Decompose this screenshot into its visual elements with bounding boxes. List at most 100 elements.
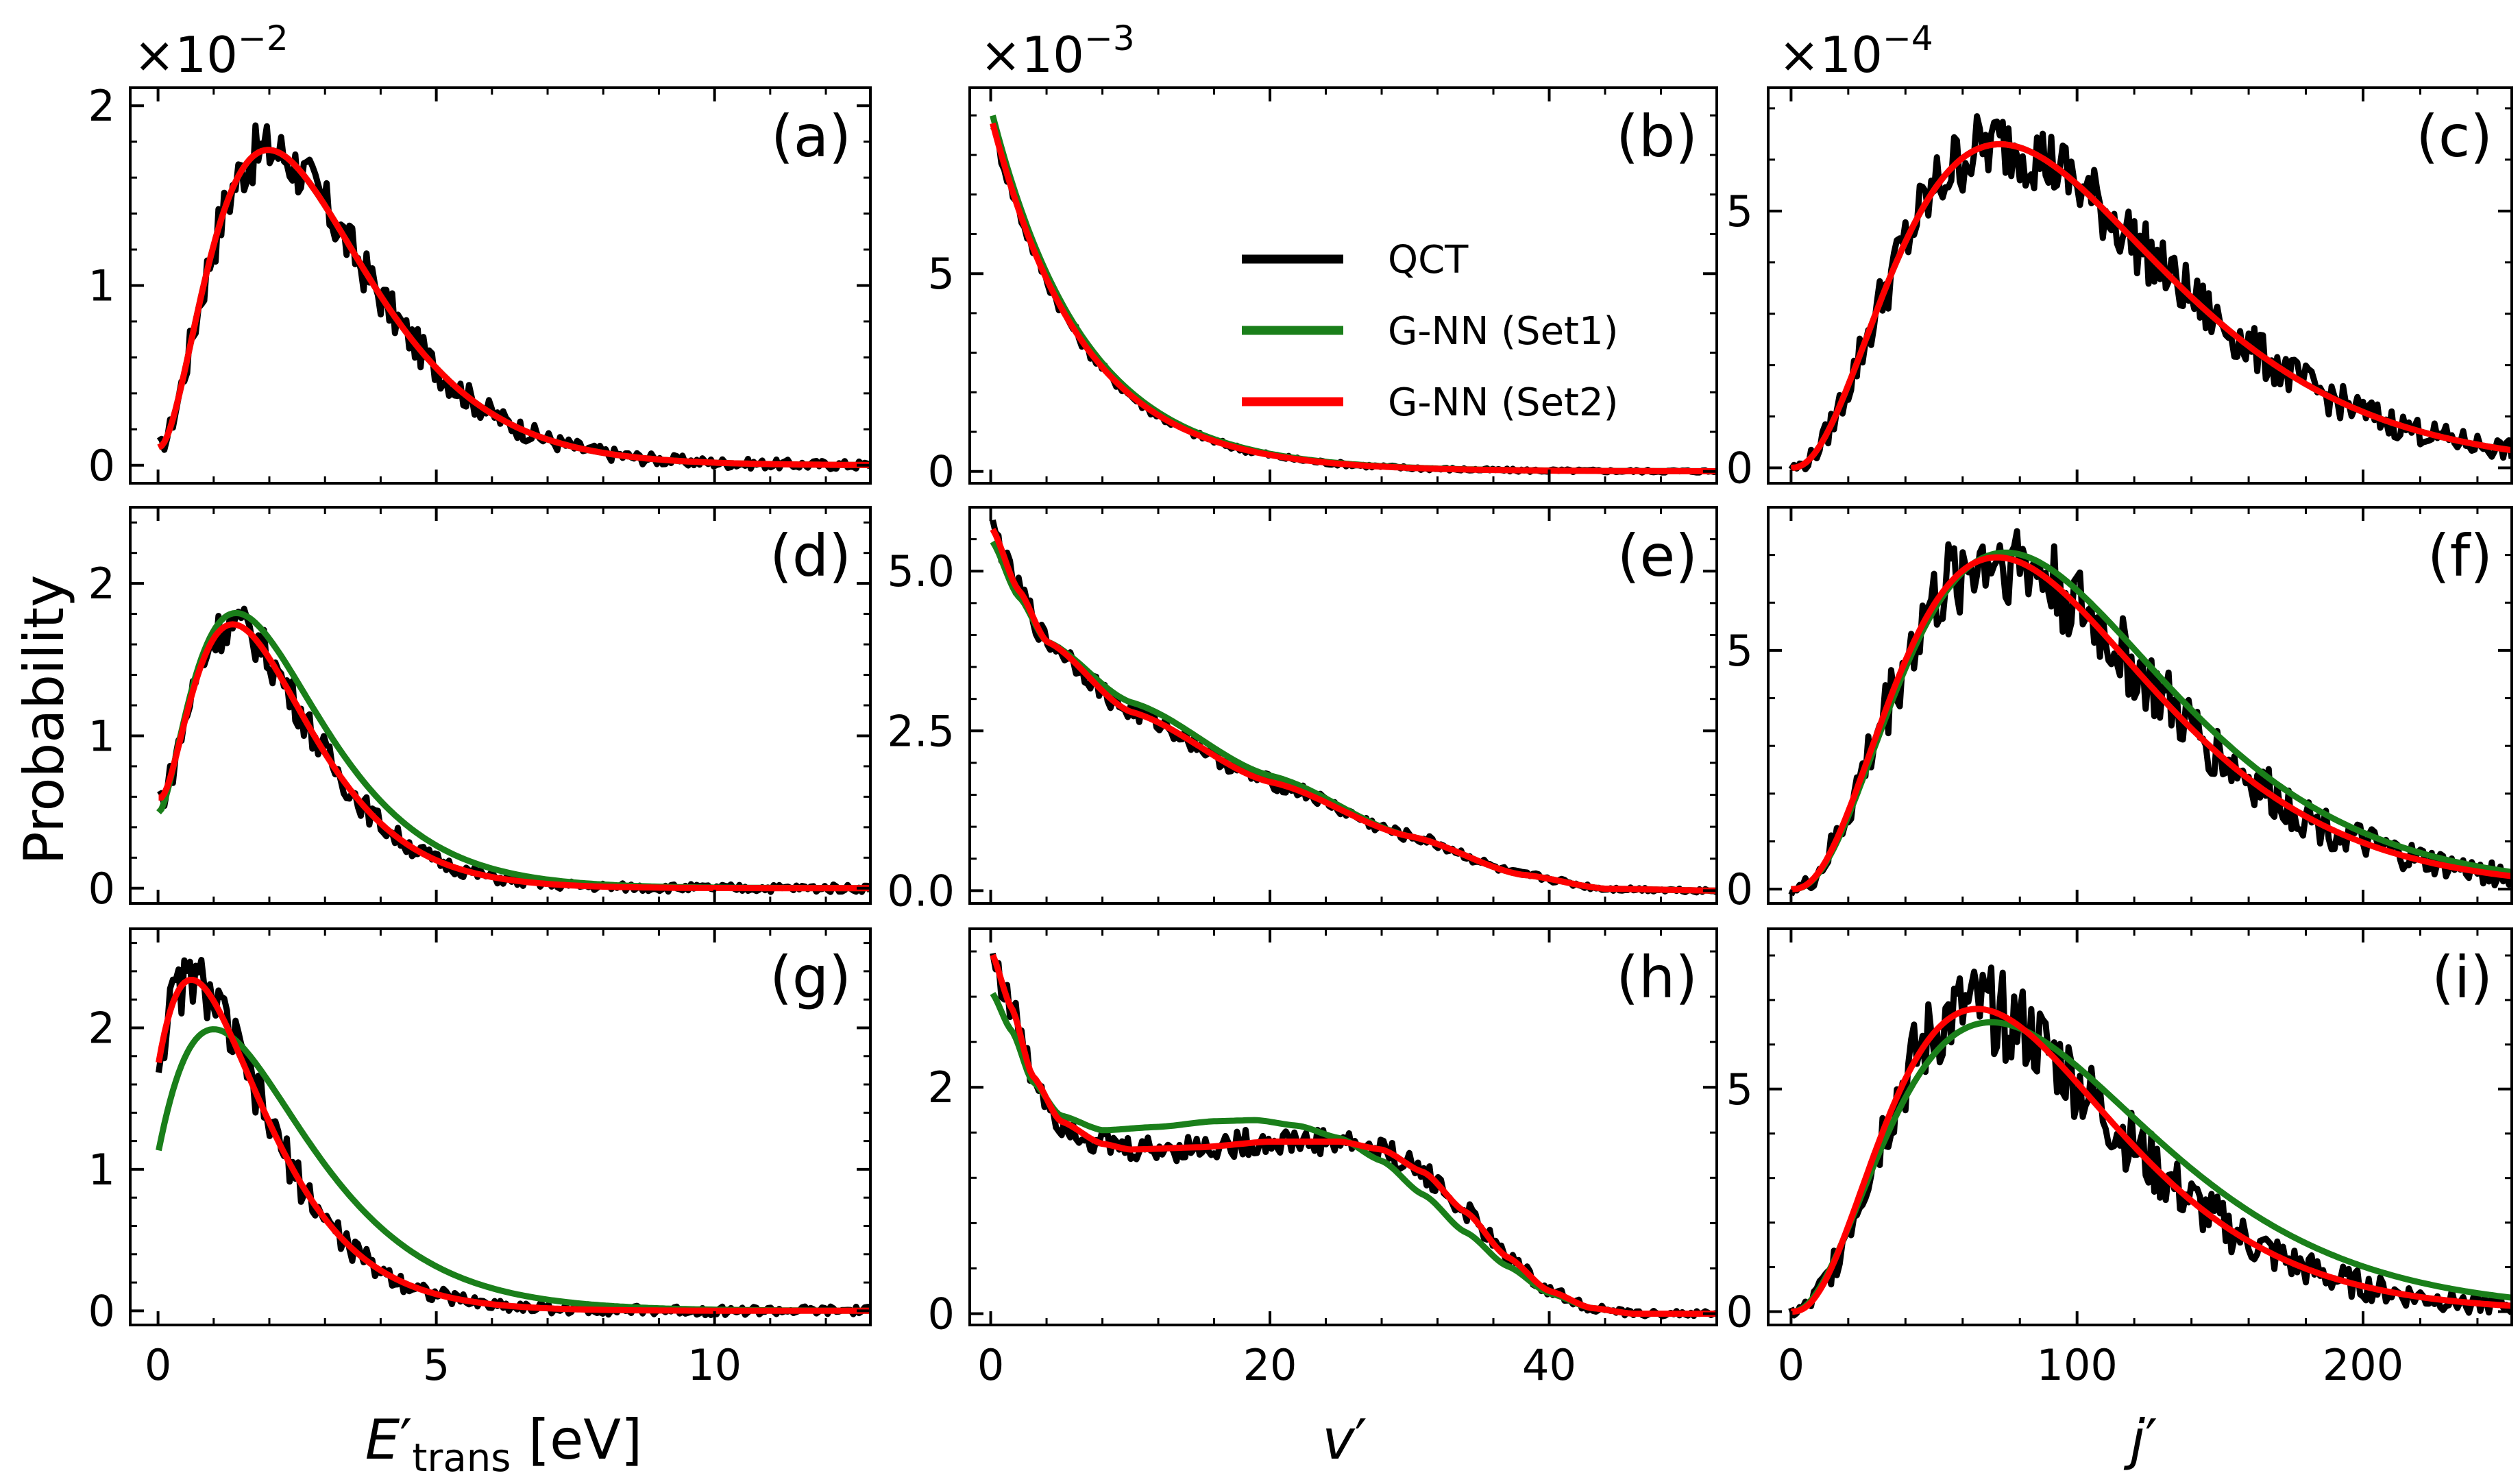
y-tick-label: 5: [1726, 1065, 1753, 1115]
series-group: [156, 957, 870, 1319]
series-group: [1788, 964, 2512, 1319]
series-set2-d: [158, 621, 870, 892]
legend-label-qct: QCT: [1388, 238, 1469, 282]
panel-g: 0 1 2 0 5 10 (g): [88, 927, 872, 1390]
panel-f: 0 5 (f): [1726, 506, 2513, 914]
series-set1-h: [990, 992, 1717, 1317]
y-tick-label: 2.5: [887, 706, 955, 756]
panel-label-h: (h): [1616, 944, 1698, 1011]
series-group: [156, 605, 870, 895]
panel-label-a: (a): [771, 103, 851, 170]
series-set1-g: [156, 1026, 870, 1314]
series-group: [990, 114, 1717, 476]
panel-c: 0 5 (c): [1726, 86, 2513, 494]
series-set2-a: [157, 147, 870, 468]
y-tick-label: 0: [88, 864, 115, 914]
x-tick-label: 100: [2037, 1340, 2118, 1390]
series-set2-b: [990, 122, 1717, 474]
legend-label-set2: G-NN (Set2): [1388, 380, 1618, 425]
y-tick-label: 0: [1726, 443, 1753, 494]
x-tick-label: 0: [1778, 1340, 1805, 1390]
series-group: [990, 952, 1717, 1319]
scale-label-col2: ×10−3: [980, 19, 1135, 84]
y-tick-label: 1: [88, 261, 115, 311]
series-group: [1788, 113, 2512, 473]
panel-label-i: (i): [2432, 944, 2493, 1011]
panel-label-c: (c): [2416, 103, 2493, 170]
legend: QCT G-NN (Set1) G-NN (Set2): [1242, 238, 1618, 425]
panel-frame-e: [968, 506, 1718, 905]
panel-frame-f: [1767, 506, 2513, 905]
y-tick-label: 2: [928, 1062, 955, 1112]
panel-frame-g: [129, 927, 872, 1326]
series-set1-f: [1791, 549, 2512, 892]
scale-label-col1: ×10−2: [134, 19, 289, 84]
x-tick-label: 0: [977, 1340, 1004, 1390]
series-set2-c: [1791, 141, 2512, 471]
y-tick-label: 1: [88, 711, 115, 761]
legend-label-set1: G-NN (Set1): [1388, 309, 1618, 354]
y-tick-label: 0.0: [887, 866, 955, 916]
series-group: [990, 519, 1717, 896]
y-tick-label: 0: [928, 447, 955, 497]
series-qct-g: [156, 957, 870, 1319]
series-group: [156, 122, 870, 472]
x-tick-label: 10: [687, 1340, 742, 1390]
scale-label-col3: ×10−4: [1778, 19, 1933, 84]
series-qct-e: [990, 519, 1717, 896]
panel-frame-c: [1767, 86, 2513, 485]
series-set2-g: [156, 977, 870, 1314]
series-set1-a: [157, 147, 870, 468]
panel-b: 0 5 (b): [928, 86, 1718, 497]
y-tick-label: 5: [1726, 626, 1753, 676]
series-set2-h: [990, 953, 1717, 1317]
x-tick-label: 5: [423, 1340, 450, 1390]
y-tick-label: 0: [88, 441, 115, 491]
y-tick-label: 5.0: [887, 546, 955, 596]
panel-e: 0.0 2.5 5.0 (e): [887, 506, 1718, 916]
y-tick-label: 0: [88, 1286, 115, 1336]
panel-label-e: (e): [1617, 522, 1698, 589]
y-axis-label: Probability: [12, 575, 76, 865]
panel-frame-i: [1767, 927, 2513, 1326]
y-tick-label: 5: [1726, 186, 1753, 236]
panel-frame-d: [129, 506, 872, 905]
x-tick-label: 40: [1522, 1340, 1576, 1390]
series-qct-f: [1788, 528, 2512, 897]
y-tick-label: 2: [88, 81, 115, 131]
panel-frame-b: [968, 86, 1718, 485]
series-group: [1788, 528, 2512, 897]
series-set2-i: [1791, 1006, 2512, 1315]
y-tick-label: 1: [88, 1145, 115, 1195]
panel-h: 020 20 40(h): [928, 927, 1718, 1390]
x-tick-label: 20: [1243, 1340, 1297, 1390]
panels-layer: 012 (a)05(b)05(c)012 (d)0.02.55.0 (e)05(f)0…: [88, 81, 2513, 1390]
series-qct-i: [1788, 964, 2512, 1319]
panel-i: 050 100 200(i): [1726, 927, 2513, 1390]
series-set1-i: [1791, 1019, 2512, 1315]
x-tick-label: 200: [2323, 1340, 2403, 1390]
panel-label-d: (d): [770, 522, 851, 589]
series-set2-f: [1791, 554, 2512, 892]
series-qct-c: [1788, 113, 2512, 473]
series-qct-a: [156, 122, 870, 472]
y-tick-label: 2: [88, 559, 115, 609]
series-set1-e: [990, 540, 1717, 894]
x-axis-label-col3: j′: [2123, 1408, 2157, 1472]
series-qct-h: [990, 952, 1717, 1319]
panel-a: 0 1 2 (a): [88, 81, 872, 491]
panel-label-b: (b): [1616, 103, 1698, 170]
panel-frame-h: [968, 927, 1718, 1326]
y-tick-label: 0: [928, 1289, 955, 1339]
panel-d: 0 1 2 (d): [88, 506, 872, 914]
y-tick-label: 5: [928, 249, 955, 299]
series-set2-e: [990, 527, 1717, 894]
x-axis-label-col1: E′trans [eV]: [365, 1408, 642, 1481]
y-tick-label: 2: [88, 1003, 115, 1054]
y-tick-label: 0: [1726, 864, 1753, 914]
x-axis-label-col2: v′: [1322, 1408, 1367, 1472]
y-tick-label: 0: [1726, 1287, 1753, 1337]
panel-label-g: (g): [770, 944, 851, 1011]
x-tick-label: 0: [145, 1340, 171, 1390]
